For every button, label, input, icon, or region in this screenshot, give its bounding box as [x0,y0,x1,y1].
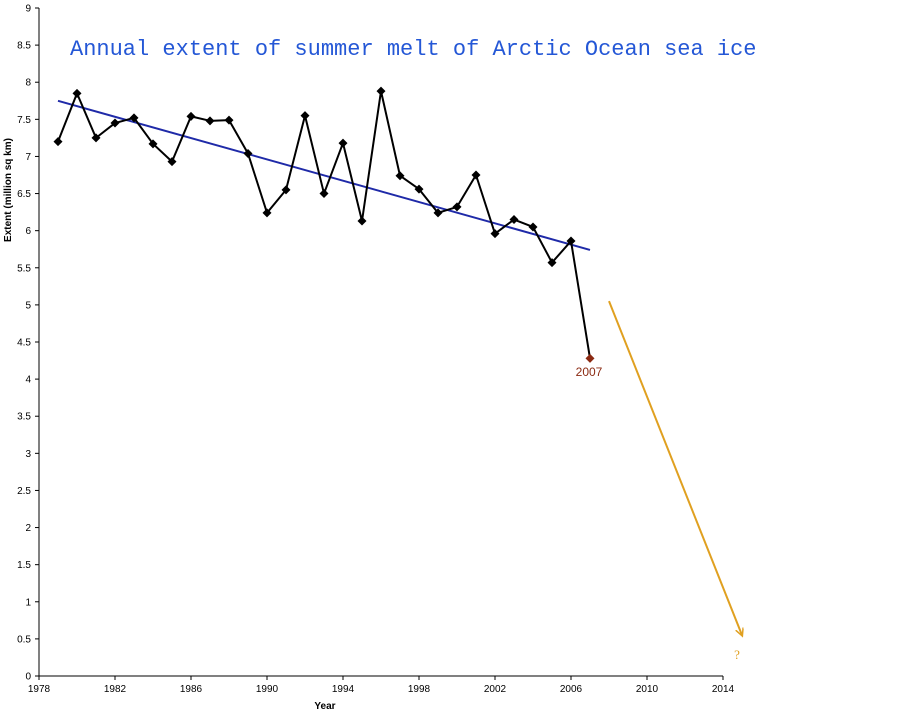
x-tick-label: 1998 [408,684,431,695]
data-point [110,118,120,128]
data-point [129,113,139,123]
data-point [167,157,177,167]
y-tick-label: 4.5 [17,338,31,349]
data-point [433,208,443,218]
x-tick-label: 1982 [104,684,127,695]
y-tick-label: 2 [25,523,31,534]
x-tick-label: 2006 [560,684,583,695]
projection-arrow [608,300,742,635]
data-point [262,208,272,218]
data-point [509,215,519,225]
data-point [376,86,386,96]
data-point [205,116,215,126]
y-tick-label: 1.5 [17,560,31,571]
x-tick-label: 1978 [28,684,51,695]
data-point [224,115,234,125]
y-tick-label: 5.5 [17,263,31,274]
y-tick-label: 6 [25,226,31,237]
data-point [338,138,348,148]
y-tick-label: 8.5 [17,41,31,52]
highlight-point [585,353,595,363]
x-tick-label: 1990 [256,684,279,695]
axes: 0 0.5 1 1.5 2 2.5 3 3.5 4 4.5 5 5.5 6 6.5 7 7.5 8 8.5 9 197… [17,4,734,696]
data-point [148,139,158,149]
y-tick-label: 7.5 [17,115,31,126]
y-tick-label: 9 [25,4,31,15]
data-point [300,111,310,121]
data-point [72,88,82,98]
x-tick-label: 2010 [636,684,659,695]
data-marks [53,86,743,636]
data-point [357,216,367,226]
y-axis-title: Extent (million sq km) [3,138,14,242]
data-point [395,171,405,181]
y-tick-label: 4 [25,375,31,386]
data-point [319,189,329,199]
series-line [57,90,591,359]
y-tick-label: 5 [25,300,31,311]
y-tick-label: 2.5 [17,486,31,497]
projection-label: ? [734,647,740,662]
data-point [243,148,253,158]
y-tick-label: 0.5 [17,634,31,645]
y-tick-label: 6.5 [17,189,31,200]
data-point [281,185,291,195]
y-tick-label: 1 [25,597,31,608]
data-point [547,258,557,268]
y-tick-label: 0 [25,672,31,683]
data-point [490,229,500,239]
data-point [471,170,481,180]
data-point [452,202,462,212]
x-tick-label: 1994 [332,684,355,695]
data-point [566,236,576,246]
data-point [91,133,101,143]
data-point [53,137,63,147]
data-point [414,184,424,194]
highlight-label: 2007 [576,365,603,379]
trend-line [57,99,591,251]
data-point [186,111,196,121]
x-tick-label: 1986 [180,684,203,695]
data-point [528,222,538,232]
x-tick-label: 2002 [484,684,507,695]
y-tick-label: 7 [25,152,31,163]
chart-title: Annual extent of summer melt of Arctic O… [70,37,757,62]
x-axis-title: Year [314,701,335,712]
y-tick-label: 3 [25,449,31,460]
y-tick-label: 8 [25,78,31,89]
y-tick-label: 3.5 [17,412,31,423]
x-tick-label: 2014 [712,684,735,695]
